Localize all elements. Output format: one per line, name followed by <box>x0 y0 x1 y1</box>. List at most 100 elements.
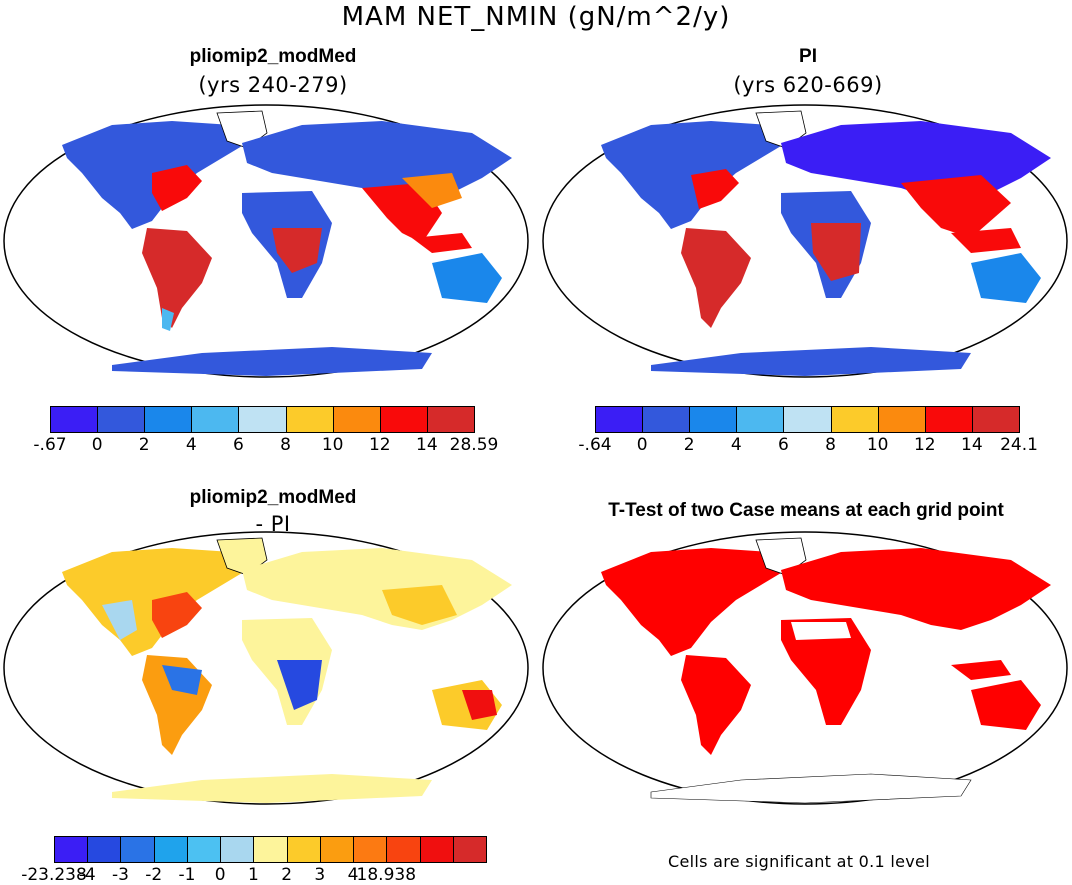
colorbar-bottom-left-swatch-5 <box>220 836 255 863</box>
colorbar-top-right-swatch-7 <box>924 406 973 433</box>
colorbar-bottom-left-tick-label: 3 <box>314 865 326 885</box>
colorbar-top-right-tick-label: 10 <box>866 435 889 455</box>
colorbar-top-left-swatch-7 <box>379 406 428 433</box>
panel-tl-title: pliomip2_modMed <box>189 46 357 67</box>
figure-title: MAM NET_NMIN (gN/m^2/y) <box>341 2 731 32</box>
colorbar-top-right-tick-label: 2 <box>683 435 695 455</box>
colorbar-bottom-left-tick-label: -3 <box>111 865 129 885</box>
map-top-left <box>3 104 529 378</box>
colorbar-top-left-tick-label: 0 <box>91 435 103 455</box>
colorbar-bottom-left-swatch-0 <box>54 836 89 863</box>
colorbar-top-left-swatch-6 <box>332 406 381 433</box>
colorbar-top-left-tick-label: 12 <box>368 435 391 455</box>
colorbar-top-right-swatch-3 <box>736 406 785 433</box>
colorbar-bottom-left-swatch-4 <box>186 836 222 863</box>
colorbar-top-left-tick-label: 4 <box>185 435 197 455</box>
australia-region <box>432 253 502 303</box>
colorbar-bottom-left-swatch-10 <box>386 836 421 863</box>
china-region <box>382 585 457 625</box>
colorbar-top-right-swatch-6 <box>877 406 926 433</box>
colorbar-bottom-left-tick-label: 2 <box>281 865 293 885</box>
central-africa-region <box>277 660 322 710</box>
continents-top-right <box>601 110 1051 376</box>
colorbar-bottom-left-tick-label: -1 <box>178 865 196 885</box>
colorbar-bottom-left-tick-label: 4 <box>347 865 359 885</box>
colorbar-top-left-tick-label: 8 <box>280 435 291 455</box>
colorbar-top-right-tick-label: -.64 <box>578 435 612 455</box>
antarctica-region <box>112 774 432 803</box>
colorbar-top-right-swatch-1 <box>642 406 691 433</box>
colorbar-top-left-tick-label: 10 <box>321 435 344 455</box>
colorbar-top-left-swatch-0 <box>50 406 99 433</box>
colorbar-top-right-swatch-2 <box>689 406 738 433</box>
colorbar-bottom-left-swatch-7 <box>286 836 321 863</box>
australia-region <box>971 680 1041 730</box>
colorbar-top-right-tick-label: 8 <box>825 435 836 455</box>
colorbar-bottom-left-tick-label: 0 <box>214 865 226 885</box>
north-america-east-region <box>691 169 739 209</box>
colorbar-bottom-left-tick-label: 18.938 <box>356 865 417 885</box>
colorbar-top-right <box>595 406 1020 433</box>
indonesia-region <box>951 660 1011 680</box>
south-asia-region <box>901 175 1011 238</box>
colorbar-top-left-ticks <box>0 436 1 456</box>
panel-tr-subtitle: (yrs 620-669) <box>733 73 883 97</box>
colorbar-top-right-swatch-5 <box>830 406 879 433</box>
south-america-region <box>142 228 212 328</box>
colorbar-top-left <box>50 406 475 433</box>
colorbar-top-right-tick-label: 0 <box>636 435 648 455</box>
colorbar-top-right-swatch-0 <box>595 406 644 433</box>
amazon-region <box>162 665 202 695</box>
colorbar-top-right-tick-label: 6 <box>778 435 789 455</box>
colorbar-top-right-tick-label: 12 <box>913 435 936 455</box>
panel-bl-title: pliomip2_modMed <box>189 487 357 508</box>
africa-region <box>781 618 871 725</box>
north-america-east-region <box>152 165 202 211</box>
antarctica-region <box>651 347 971 376</box>
colorbar-bottom-left-swatch-6 <box>253 836 288 863</box>
china-region <box>402 173 462 208</box>
indonesia-region <box>412 233 472 253</box>
colorbar-top-left-tick-label: 6 <box>233 435 244 455</box>
south-america-tip-region <box>162 308 174 331</box>
colorbar-bottom-left <box>54 836 487 863</box>
panel-br-title: T-Test of two Case means at each grid po… <box>608 500 1004 521</box>
map-bottom-right <box>542 531 1068 805</box>
map-top-right <box>542 104 1068 378</box>
colorbar-top-left-swatch-2 <box>144 406 193 433</box>
australia-east-region <box>462 690 497 720</box>
colorbar-top-left-swatch-1 <box>97 406 146 433</box>
north-america-east-region <box>152 592 202 638</box>
continents-top-left <box>62 110 512 376</box>
colorbar-top-left-tick-label: 2 <box>138 435 150 455</box>
colorbar-bottom-left-swatch-12 <box>452 836 487 863</box>
panel-tr-title: PI <box>799 46 817 67</box>
colorbar-top-left-swatch-4 <box>238 406 287 433</box>
antarctica-region <box>650 773 972 804</box>
colorbar-top-right-tick-label: 14 <box>961 435 983 455</box>
colorbar-bottom-left-tick-label: -2 <box>145 865 163 885</box>
colorbar-bottom-left-swatch-11 <box>419 836 454 863</box>
north-america-west-region <box>102 600 137 640</box>
colorbar-top-left-swatch-3 <box>191 406 240 433</box>
colorbar-bottom-left-swatch-3 <box>153 836 188 863</box>
colorbar-bottom-left-swatch-2 <box>120 836 155 863</box>
continents-bottom-left <box>62 537 512 803</box>
central-africa-region <box>811 223 861 281</box>
south-america-region <box>681 655 751 755</box>
colorbar-top-left-swatch-8 <box>426 406 475 433</box>
south-america-region <box>681 228 751 328</box>
sahara-nonsig-region <box>791 622 851 640</box>
colorbar-top-left-swatch-5 <box>285 406 334 433</box>
colorbar-bottom-left-swatch-9 <box>353 836 388 863</box>
colorbar-bottom-left-swatch-1 <box>87 836 122 863</box>
colorbar-bottom-left-tick-label: 1 <box>247 865 259 885</box>
eurasia-region <box>781 548 1051 630</box>
colorbar-top-right-tick-label: 4 <box>730 435 742 455</box>
indonesia-region <box>951 228 1021 253</box>
australia-region <box>971 253 1041 303</box>
north-america-region <box>601 548 786 656</box>
panel-tl-subtitle: (yrs 240-279) <box>198 73 348 97</box>
map-bottom-left <box>3 531 529 805</box>
colorbar-bottom-left-tick-label: -23.238 <box>21 865 87 885</box>
